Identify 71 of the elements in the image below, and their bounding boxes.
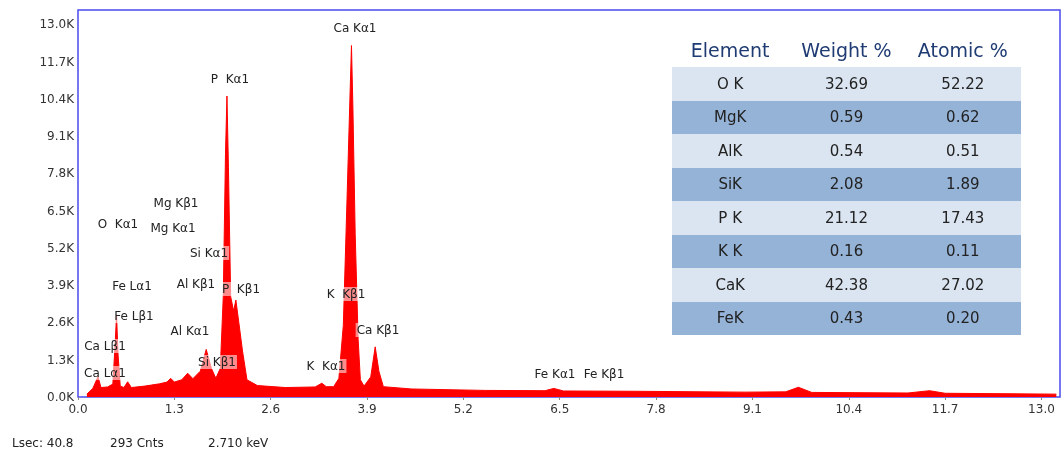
- annotation: O Kα1: [97, 217, 139, 231]
- annotation: P K: [717, 208, 743, 227]
- y-tick-label: 2.6K: [47, 315, 76, 330]
- annotation: 52.22: [940, 74, 986, 93]
- annotation: AlK: [717, 141, 744, 160]
- annotation: Fe Lβ1: [114, 309, 154, 323]
- text: 293 Cnts: [110, 436, 164, 450]
- x-tick-label: 1.3: [164, 402, 184, 416]
- annotation: Al Kβ1: [176, 277, 216, 291]
- y-tick-label: 0.0K: [47, 390, 76, 404]
- annotation: P Kβ1: [221, 282, 261, 296]
- y-tick-label: 1.3K: [47, 352, 76, 367]
- annotation: O K: [715, 74, 745, 93]
- annotation: Ca Kα1: [333, 21, 377, 35]
- annotation: 1.89: [945, 175, 981, 194]
- annotation: Fe Kα1: [534, 367, 576, 381]
- x-tick-label: 10.4: [835, 402, 863, 416]
- annotation: Ca Lβ1: [84, 339, 126, 353]
- annotation: Weight %: [800, 39, 893, 61]
- annotation: 0.16: [828, 242, 865, 261]
- annotation: SiK: [717, 175, 743, 194]
- annotation: 0.54: [828, 141, 865, 160]
- annotation: 0.59: [828, 108, 865, 127]
- x-tick-label: 2.6: [261, 402, 281, 416]
- y-tick-label: 5.2K: [47, 240, 76, 255]
- annotation: Si Kα1: [189, 246, 229, 260]
- x-tick-label: 9.1: [742, 402, 762, 416]
- annotation: 42.38: [824, 275, 869, 294]
- annotation: Ca Lα1: [84, 366, 126, 380]
- x-tick-label: 5.2: [453, 402, 473, 416]
- annotation: Al Kα1: [170, 324, 210, 338]
- text: 2.710 keV: [208, 436, 270, 450]
- annotation: K K: [716, 242, 744, 261]
- annotation: P Kα1: [210, 72, 250, 86]
- x-tick-label: 6.5: [550, 402, 570, 416]
- annotation: K Kβ1: [326, 287, 366, 301]
- annotation: 0.11: [945, 242, 981, 261]
- annotation: Mg Kβ1: [153, 196, 199, 210]
- y-tick-label: 11.7K: [39, 54, 76, 69]
- text: Lsec: 40.8: [12, 436, 74, 450]
- x-tick-label: 13.0: [1028, 402, 1055, 416]
- annotation: CaK: [714, 275, 746, 294]
- annotation: Si Kβ1: [198, 355, 236, 369]
- annotation: 27.02: [940, 275, 986, 294]
- annotation: Fe Lα1: [112, 279, 152, 293]
- annotation: 21.12: [824, 208, 869, 227]
- annotation: 0.43: [828, 309, 865, 328]
- y-tick-label: 13.0K: [39, 17, 76, 32]
- annotation: 2.08: [828, 175, 865, 194]
- y-tick-label: 9.1K: [47, 129, 76, 144]
- annotation: K Kα1: [306, 359, 346, 373]
- annotation: 0.62: [945, 108, 981, 127]
- annotation: Atomic %: [916, 39, 1009, 61]
- annotation: 32.69: [824, 74, 869, 93]
- y-tick-label: 10.4K: [39, 91, 76, 106]
- annotation: Element: [689, 39, 771, 61]
- annotation: Mg Kα1: [150, 221, 196, 235]
- x-tick-label: 3.9: [357, 402, 377, 416]
- annotation: 0.20: [945, 309, 981, 328]
- x-tick-label: 11.7: [931, 402, 959, 416]
- y-tick-label: 6.5K: [47, 203, 76, 218]
- x-tick-label: 0.0: [68, 402, 88, 416]
- annotation: 17.43: [940, 208, 986, 227]
- annotation: 0.51: [945, 141, 981, 160]
- y-tick-label: 3.9K: [47, 278, 76, 293]
- y-tick-label: 7.8K: [47, 166, 76, 181]
- annotation: Ca Kβ1: [356, 323, 400, 337]
- annotation: MgK: [713, 108, 748, 127]
- x-tick-label: 7.8: [646, 402, 666, 416]
- annotation: Fe Kβ1: [583, 367, 625, 381]
- annotation: FeK: [715, 309, 745, 328]
